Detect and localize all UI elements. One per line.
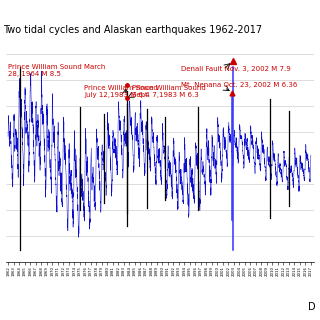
- Text: Prince William Sound March
28, 1964 M 8.5: Prince William Sound March 28, 1964 M 8.…: [8, 64, 105, 77]
- Text: Mt. Nenana Oct. 23, 2002 M 6.36: Mt. Nenana Oct. 23, 2002 M 6.36: [181, 83, 298, 88]
- Text: D: D: [308, 302, 315, 312]
- Text: Prince William Sound
July 12,1983 M 6.4: Prince William Sound July 12,1983 M 6.4: [84, 85, 158, 98]
- Text: Denali Fault Nov. 3, 2002 M 7.9: Denali Fault Nov. 3, 2002 M 7.9: [181, 66, 291, 72]
- Text: Two tidal cycles and Alaskan earthquakes 1962-2017: Two tidal cycles and Alaskan earthquakes…: [3, 25, 262, 35]
- Text: Prince William Sound
Sept. 7,1983 M 6.3: Prince William Sound Sept. 7,1983 M 6.3: [132, 85, 206, 98]
